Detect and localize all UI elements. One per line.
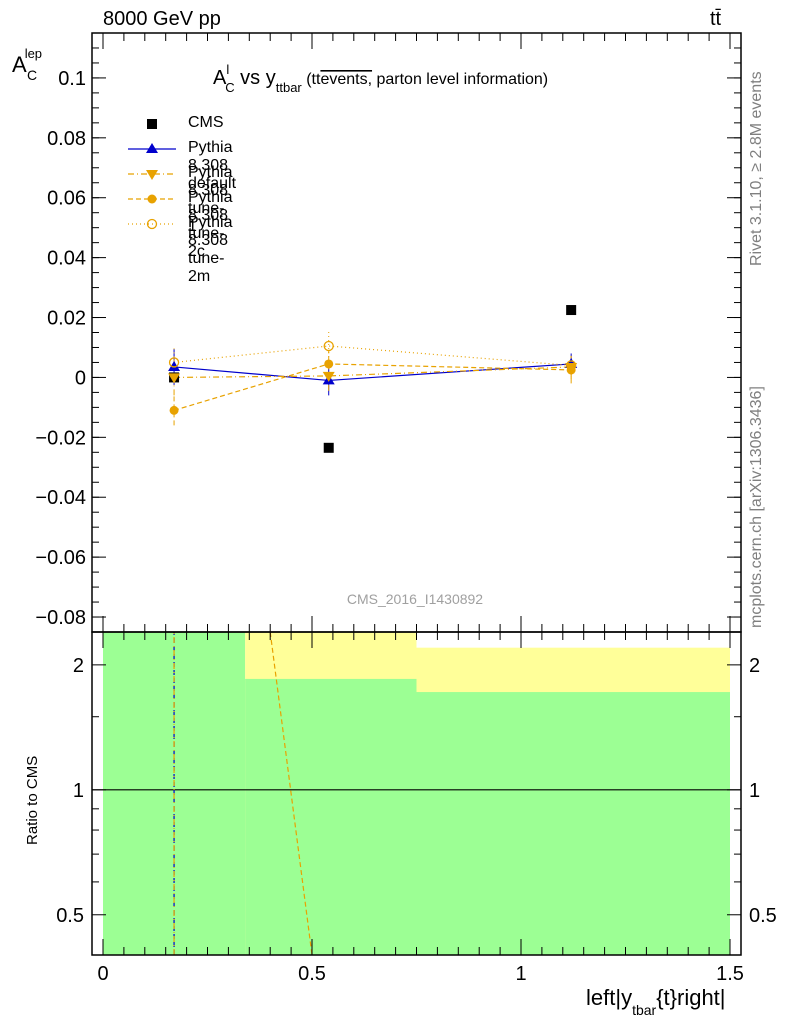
title-main-sub: C [225,80,234,95]
marker-0-2 [566,305,577,316]
band-green-2 [416,692,730,955]
xlabel-sub: tbar [632,1002,656,1018]
x-axis-label: left|ytbar{t}right| [586,985,726,1018]
marker-4-2 [566,360,577,371]
series-line-1 [174,363,572,382]
ticks [92,33,741,955]
ratio-y-label: Ratio to CMS [24,756,41,845]
main-ytick-label-7: 0.06 [47,188,86,210]
title-vs-sub: ttbar [276,80,303,95]
chart-title: Al C vs yttbar (ttevents, parton level in… [213,62,548,95]
series-lines [173,345,572,411]
title-vs: vs y [235,67,276,89]
legend-label-4: Pythia 8.308 tune-2m [188,214,233,285]
header-right: tt̄ [710,8,722,30]
y-axis-label: Alep [12,46,42,77]
ratio-ytick-label-left-0: 0.5 [56,905,84,927]
xtick-label-3: 1.5 [716,963,744,985]
marker-4-1 [323,340,334,352]
marker-2-0 [168,373,181,384]
error-bars [173,331,572,426]
legend-label-2: Pythia 8.308 tune-1 [188,164,233,235]
band-green-1 [245,678,417,955]
ylabel-sub: C [27,67,37,83]
marker-1-0 [168,360,181,371]
ratio-ytick-label-right-2: 2 [749,655,760,677]
main-ytick-label-4: 0 [75,367,86,389]
series-line-3 [173,363,572,411]
legend-label-1: Pythia 8.308 default [188,139,237,192]
ylabel-sup: lep [25,46,42,61]
xtick-label-0: 0 [97,963,108,985]
main-ytick-label-9: 0.1 [58,68,86,90]
main-ytick-label-8: 0.08 [47,128,86,150]
title-main: A [213,67,227,89]
series-line-2 [174,366,572,379]
legend-marker-0 [147,119,157,129]
legend-swatch-0 [147,119,157,129]
legend-swatch-4 [128,218,176,230]
series-line-4 [173,345,572,367]
legend-marker-2 [146,170,158,180]
legend-label-3: Pythia 8.308 tune-2c [188,189,233,260]
legend-marker-4 [146,218,158,230]
marker-0-1 [323,442,334,453]
legend-swatch-3 [128,194,176,204]
legend-marker-3 [147,194,157,204]
main-ytick-label-2: −0.04 [35,487,86,509]
marker-4-0 [168,357,180,368]
ylabel-main: A [12,52,27,77]
main-ytick-label-6: 0.04 [47,248,86,270]
watermark: CMS_2016_I1430892 [347,591,483,607]
main-ytick-label-5: 0.02 [47,308,86,330]
legend-marker-1 [146,143,158,153]
header-left: 8000 GeV pp [103,8,221,30]
ratio-line-2 [269,631,313,956]
main-ytick-label-0: −0.08 [35,607,86,629]
ratio-ytick-label-right-1: 1 [749,780,760,802]
title-main-sup: l [226,62,229,77]
ratio-lines [92,631,741,956]
markers [168,305,578,453]
legend-swatch-1 [128,143,176,153]
marker-3-0 [169,405,179,415]
tick-labels: −0.08 −0.06 −0.04 −0.02 0 0.02 0.04 0.06 0.08 0.1… [35,68,776,985]
ratio-bands [103,632,730,955]
ratio-ytick-label-left-1: 1 [73,780,84,802]
xlabel-post: {t}right| [656,985,725,1010]
ratio-ytick-label-left-2: 2 [73,655,84,677]
main-ytick-label-1: −0.06 [35,547,86,569]
legend-label-0: CMS [188,114,224,131]
title-note-over: events, [320,71,372,88]
marker-3-1 [324,359,334,369]
xtick-label-1: 0.5 [298,963,326,985]
main-ytick-label-3: −0.02 [35,427,86,449]
xlabel-pre: left|y [586,985,632,1010]
marker-2-1 [322,371,335,382]
ratio-ytick-label-right-0: 0.5 [749,905,777,927]
legend-swatch-2 [128,170,176,180]
title-note-pre: (tt [302,71,321,88]
title-note-post: parton level information) [372,71,548,88]
xtick-label-2: 1 [515,963,526,985]
